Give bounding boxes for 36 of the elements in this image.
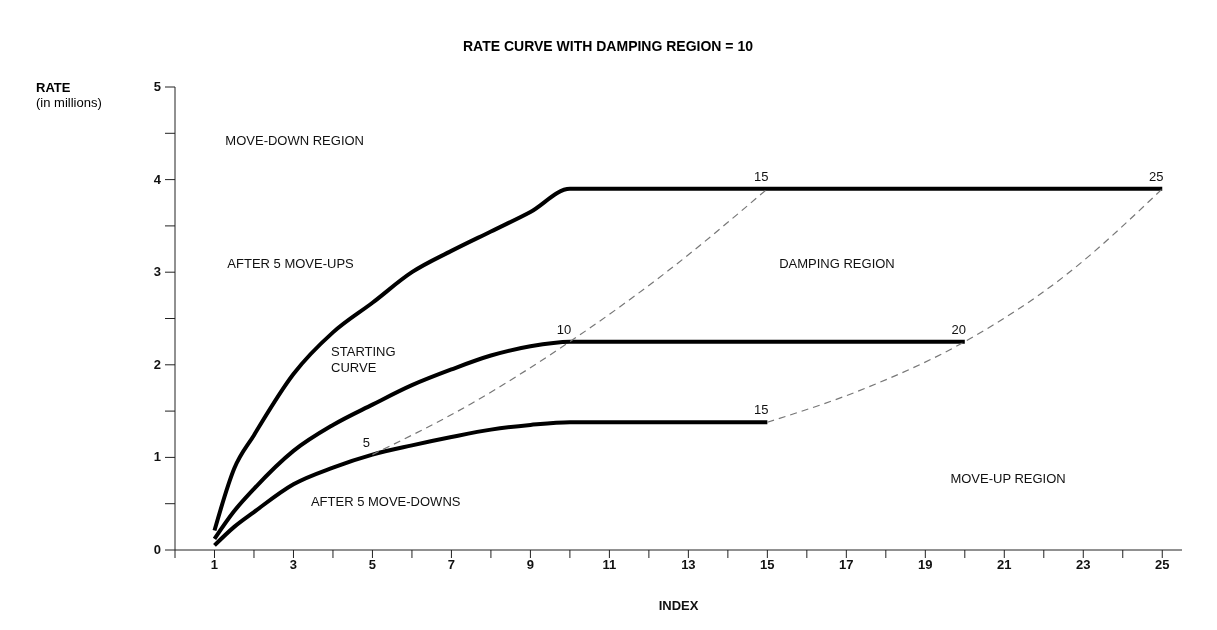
line-series	[766, 188, 1163, 423]
annotation: MOVE-UP REGION	[950, 470, 1066, 486]
x-tick-label: 15	[760, 557, 775, 573]
annotation: 20	[951, 321, 967, 337]
x-axis-title: INDEX	[658, 598, 699, 613]
annotation: MOVE-DOWN REGION	[225, 132, 365, 148]
x-tick-label: 21	[997, 557, 1012, 573]
x-tick-label: 7	[447, 557, 456, 573]
y-tick-label: 3	[153, 264, 161, 281]
y-tick-label: 1	[153, 449, 161, 466]
x-tick-label: 3	[289, 557, 298, 573]
line-series	[212, 420, 770, 548]
annotation: AFTER 5 MOVE-UPS	[227, 255, 355, 271]
y-axis-title: RATE (in millions)	[36, 80, 102, 110]
x-tick-label: 25	[1155, 557, 1170, 573]
annotation: DAMPING REGION	[779, 255, 895, 271]
x-tick-label: 23	[1076, 557, 1091, 573]
x-tick-label: 9	[526, 557, 535, 573]
annotation: 10	[556, 321, 572, 337]
x-tick-label: 13	[681, 557, 696, 573]
annotation: 15	[754, 168, 769, 184]
chart-title: RATE CURVE WITH DAMPING REGION = 10	[462, 38, 754, 54]
annotation: 15	[754, 402, 769, 418]
annotation: 5	[362, 434, 371, 450]
annotation: 25	[1149, 168, 1164, 184]
x-tick-label: 11	[602, 557, 617, 573]
annotation: AFTER 5 MOVE-DOWNS	[310, 494, 461, 510]
y-tick-label: 4	[153, 171, 161, 188]
x-tick-label: 5	[368, 557, 377, 573]
x-tick-label: 17	[839, 557, 854, 573]
y-tick-label: 2	[153, 356, 161, 373]
y-tick-label: 5	[153, 79, 161, 95]
x-tick-label: 19	[918, 557, 933, 573]
y-tick-label: 0	[153, 542, 161, 558]
x-tick-label: 1	[210, 557, 219, 573]
annotation: STARTING CURVE	[331, 343, 396, 375]
